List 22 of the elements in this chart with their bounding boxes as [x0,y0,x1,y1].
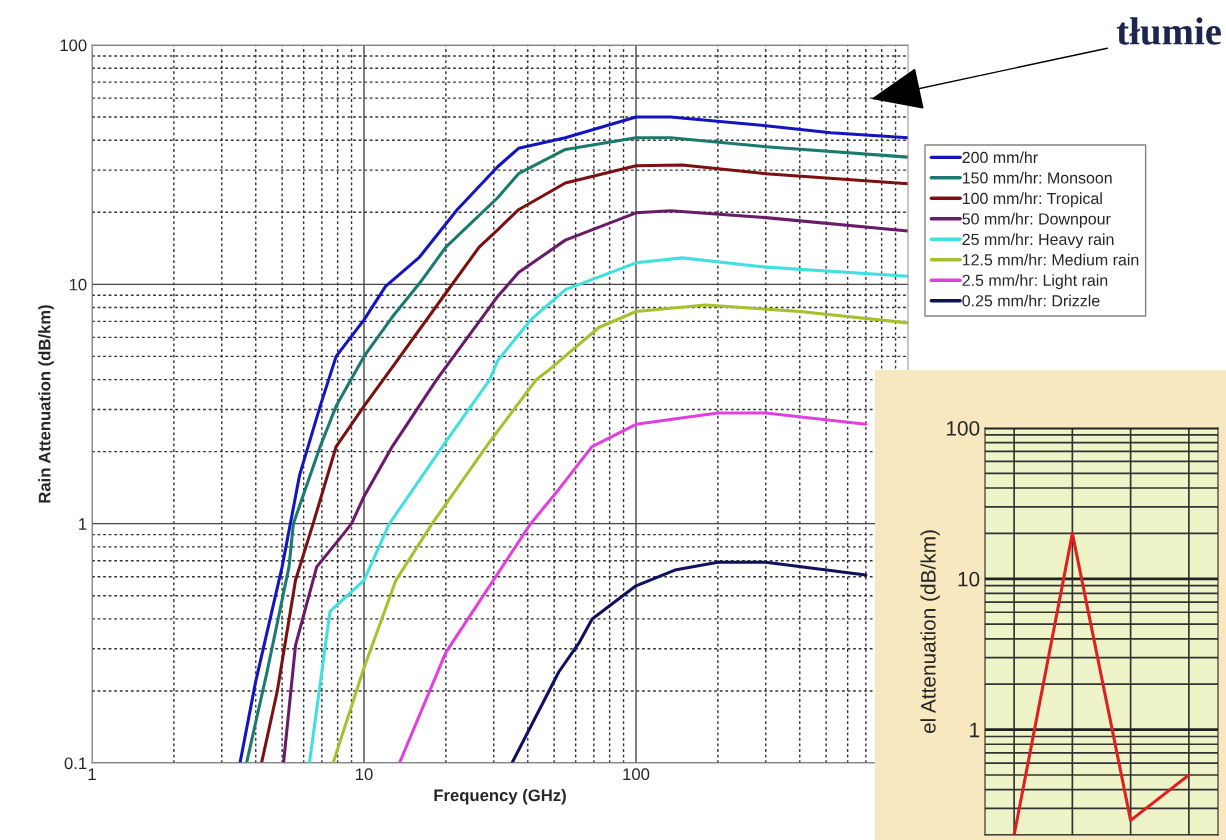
y-tick-label: 10 [958,571,980,587]
text: tłumie [1116,17,1221,45]
y-tick-label: 0.1 [64,757,87,770]
y-axis-title: el Attenuation (dB/km) [920,530,940,734]
y-tick-label: 100 [60,39,87,52]
y-tick-label: 10 [69,278,87,291]
legend-label: 2.5 mm/hr: Light rain [962,274,1108,290]
x-tick-label: 1 [88,768,96,780]
legend-label: 12.5 mm/hr: Medium rain [962,253,1139,266]
x-axis-title: Frequency (GHz) [434,788,566,805]
y-tick-label: 100 [946,421,980,436]
y-axis-title: Rain Attenuation (dB/km) [38,305,54,503]
legend-label: 200 mm/hr [962,151,1038,164]
y-tick-label: 1 [79,518,87,530]
legend-label: 25 mm/hr: Heavy rain [962,233,1114,249]
legend-label: 100 mm/hr: Tropical [962,192,1102,208]
x-tick-label: 100 [623,768,650,781]
legend-label: 50 mm/hr: Downpour [962,212,1111,228]
x-tick-label: 10 [356,768,373,781]
legend-label: 0.25 mm/hr: Drizzle [962,294,1100,307]
y-tick-label: 1 [970,722,980,738]
legend-label: 150 mm/hr: Monsoon [962,171,1112,184]
